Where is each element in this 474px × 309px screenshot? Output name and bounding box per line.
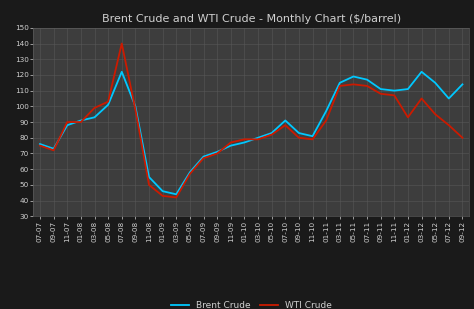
Brent Crude (173, 193, 179, 196)
WTI Crude (460, 136, 465, 140)
WTI Crude (146, 183, 152, 187)
WTI Crude (119, 42, 125, 45)
Brent Crude (160, 189, 165, 193)
Brent Crude (228, 144, 234, 147)
Legend: Brent Crude, WTI Crude: Brent Crude, WTI Crude (171, 301, 332, 309)
Brent Crude (146, 175, 152, 179)
WTI Crude (173, 196, 179, 199)
Brent Crude (446, 97, 452, 100)
WTI Crude (392, 94, 397, 97)
WTI Crude (37, 144, 43, 147)
Brent Crude (337, 81, 343, 85)
Brent Crude (405, 87, 411, 91)
WTI Crude (432, 112, 438, 116)
Brent Crude (51, 147, 56, 150)
Brent Crude (64, 123, 70, 127)
Brent Crude (419, 70, 424, 74)
WTI Crude (283, 123, 288, 127)
WTI Crude (378, 92, 383, 96)
WTI Crude (323, 119, 329, 122)
Brent Crude (37, 142, 43, 146)
Line: Brent Crude: Brent Crude (40, 72, 463, 194)
Brent Crude (78, 119, 84, 122)
WTI Crude (310, 138, 315, 141)
Brent Crude (351, 75, 356, 78)
Brent Crude (310, 134, 315, 138)
WTI Crude (187, 172, 193, 176)
WTI Crude (351, 83, 356, 86)
Brent Crude (460, 83, 465, 86)
Brent Crude (432, 81, 438, 85)
Line: WTI Crude: WTI Crude (40, 44, 463, 197)
Brent Crude (392, 89, 397, 92)
WTI Crude (242, 138, 247, 141)
WTI Crude (337, 84, 343, 88)
WTI Crude (419, 97, 424, 100)
WTI Crude (296, 136, 302, 140)
Brent Crude (378, 87, 383, 91)
WTI Crude (214, 152, 220, 155)
WTI Crude (228, 141, 234, 144)
Brent Crude (242, 141, 247, 144)
WTI Crude (160, 194, 165, 198)
WTI Crude (78, 120, 84, 124)
Brent Crude (214, 150, 220, 154)
Brent Crude (201, 155, 206, 159)
Brent Crude (269, 131, 274, 135)
Brent Crude (119, 70, 125, 74)
Brent Crude (296, 131, 302, 135)
Brent Crude (364, 78, 370, 82)
WTI Crude (446, 123, 452, 127)
Brent Crude (187, 171, 193, 174)
Brent Crude (255, 136, 261, 140)
WTI Crude (51, 149, 56, 152)
Brent Crude (283, 119, 288, 122)
WTI Crude (105, 100, 111, 104)
Brent Crude (91, 116, 97, 119)
WTI Crude (255, 138, 261, 141)
Brent Crude (105, 103, 111, 107)
Brent Crude (323, 109, 329, 113)
WTI Crude (405, 116, 411, 119)
Brent Crude (133, 104, 138, 108)
Title: Brent Crude and WTI Crude - Monthly Chart ($/barrel): Brent Crude and WTI Crude - Monthly Char… (101, 14, 401, 24)
WTI Crude (364, 84, 370, 88)
WTI Crude (91, 106, 97, 110)
WTI Crude (133, 108, 138, 111)
WTI Crude (269, 133, 274, 137)
WTI Crude (201, 156, 206, 160)
WTI Crude (64, 120, 70, 124)
